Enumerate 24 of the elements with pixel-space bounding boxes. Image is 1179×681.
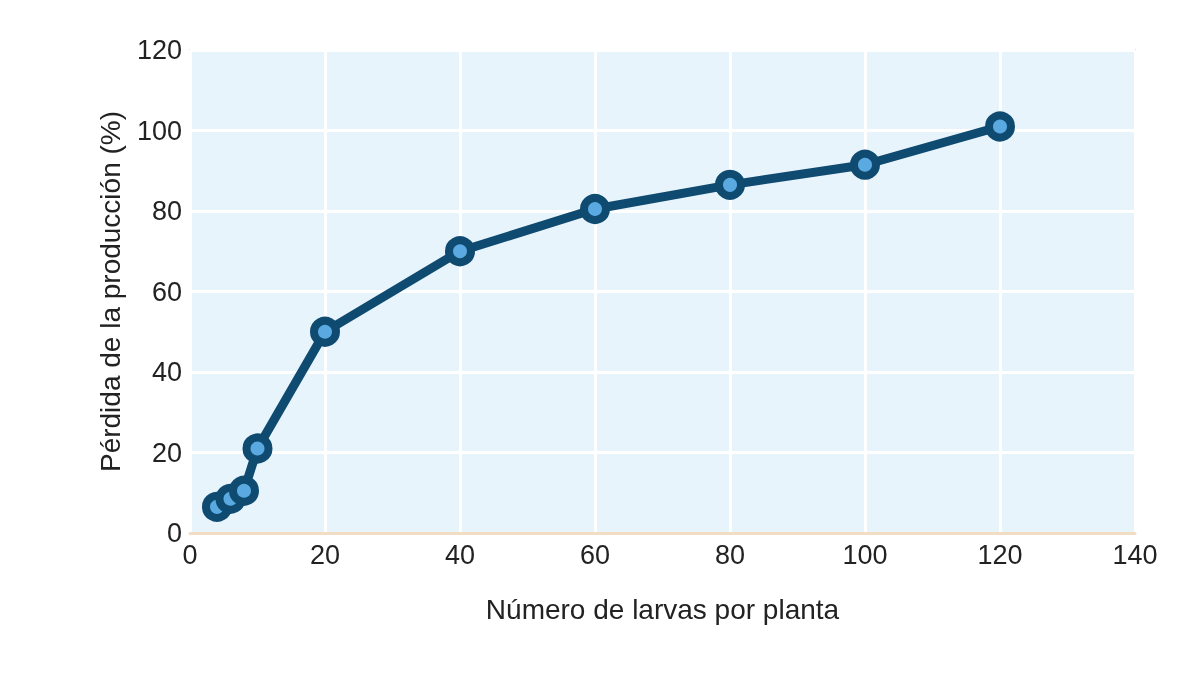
x-tick-label: 20: [309, 539, 341, 570]
x-tick-label: 60: [579, 539, 611, 570]
point: [229, 475, 259, 506]
point: [850, 149, 880, 180]
x-tick-label: 40: [444, 539, 476, 570]
x-axis-title: Número de larvas por planta: [485, 593, 840, 625]
y-tick-label: 60: [151, 276, 182, 307]
y-tick-label: 100: [136, 115, 182, 146]
x-tick-label: 120: [977, 539, 1023, 570]
y-axis-title: Pérdida de la producción (%): [94, 110, 126, 473]
point: [242, 433, 273, 464]
point: [715, 169, 745, 200]
y-tick-label: 20: [151, 437, 182, 468]
y-tick-label: 120: [136, 35, 182, 65]
y-tick-label: 80: [151, 196, 182, 226]
x-tick-label: 100: [842, 539, 888, 570]
y-tick-label: 0: [166, 518, 182, 548]
point: [580, 193, 610, 224]
point: [985, 111, 1015, 142]
x-tick-label: 80: [714, 539, 746, 570]
x-tick-label: 140: [1112, 539, 1158, 570]
y-tick-label: 40: [151, 357, 182, 387]
point: [445, 236, 475, 267]
point: [310, 316, 340, 347]
